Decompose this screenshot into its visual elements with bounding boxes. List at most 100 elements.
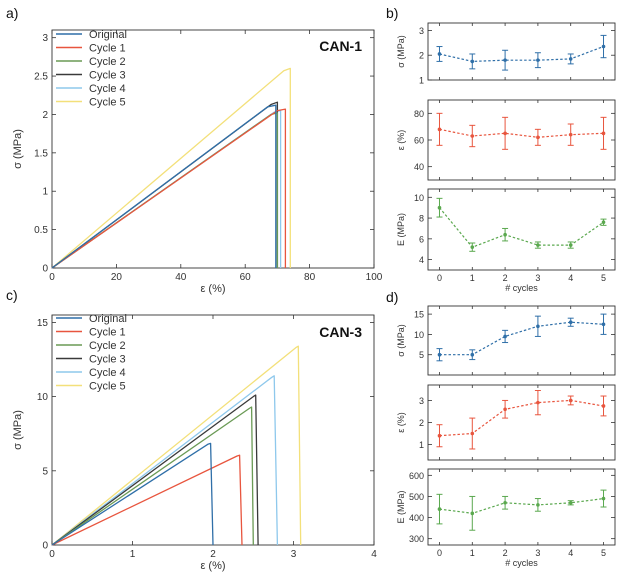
series-line-original [51, 442, 214, 546]
data-point [503, 232, 507, 237]
y-tick-label: 80 [414, 109, 424, 119]
data-point [568, 132, 573, 137]
y-tick-label: 2 [42, 110, 48, 121]
y-tick-label: 6 [419, 234, 424, 244]
y-tick-label: 1 [42, 187, 48, 198]
plot-frame [427, 188, 616, 271]
series-line-cycle-1 [51, 108, 287, 269]
y-tick-label: 5 [419, 350, 424, 360]
series-line-cycle-2 [51, 406, 254, 546]
trend-line [439, 498, 604, 514]
data-point [601, 322, 606, 327]
x-tick-label: 100 [366, 272, 383, 283]
series-line-cycle-5 [51, 345, 302, 546]
panel-d-strain-vs-cycles: 1 2 3 ε (%) [396, 384, 616, 461]
y-axis-label: σ (MPa) [12, 410, 24, 450]
x-tick-label: 2 [503, 548, 508, 558]
x-tick-label: 3 [535, 548, 540, 558]
y-tick-label: 1 [419, 76, 424, 86]
y-tick-label: 1.5 [34, 148, 48, 159]
data-point [601, 220, 606, 225]
panel-b-modulus-vs-cycles: 4 6 8 10 0 1 2 3 4 5 # cycles E (MPa) [396, 188, 616, 293]
panel-d-stress-vs-cycles: 5 10 15 σ (MPa) d) [386, 289, 616, 376]
plot-frame [427, 305, 616, 376]
data-point [470, 431, 475, 436]
series-line-cycle-4 [51, 375, 279, 546]
data-point [437, 433, 442, 438]
x-tick-label: 0 [437, 548, 442, 558]
y-tick-label: 2 [419, 418, 424, 428]
x-tick-label: 80 [304, 272, 316, 283]
y-tick-label: 3 [419, 396, 424, 406]
data-point [601, 44, 606, 49]
y-axis-label: σ (MPa) [396, 324, 406, 357]
data-point [437, 127, 442, 132]
x-tick-label: 2 [210, 549, 216, 560]
x-tick-label: 0 [49, 549, 55, 560]
plot-frame [427, 384, 616, 461]
y-tick-label: 5 [42, 466, 48, 477]
data-point [601, 496, 606, 501]
y-tick-label: 10 [37, 392, 49, 403]
panel-b-strain-vs-cycles: 40 60 80 ε (%) [396, 99, 616, 181]
x-tick-label: 0 [437, 273, 442, 283]
y-tick-label: 15 [414, 310, 424, 320]
x-tick-label: 3 [291, 549, 297, 560]
x-tick-label: 4 [568, 273, 573, 283]
panel-label: a) [6, 5, 18, 21]
trend-line [439, 399, 604, 437]
y-tick-label: 300 [409, 534, 424, 544]
x-tick-label: 2 [503, 273, 508, 283]
x-axis-label: ε (%) [200, 560, 225, 572]
y-tick-label: 10 [414, 330, 424, 340]
data-point [536, 503, 540, 507]
data-point [536, 324, 540, 329]
data-point [470, 59, 475, 64]
legend-entry: Cycle 3 [89, 354, 126, 366]
series-line-cycle-3 [51, 394, 259, 546]
legend-entry: Cycle 4 [89, 83, 126, 95]
y-axis-label: σ (MPa) [12, 129, 24, 169]
data-point [470, 134, 475, 138]
legend-entry: Cycle 5 [89, 381, 126, 393]
data-point [437, 352, 442, 357]
plot-frame [427, 99, 616, 181]
data-point [601, 131, 606, 136]
x-axis-label: # cycles [505, 558, 538, 568]
data-point [536, 400, 540, 405]
legend-entry: Cycle 4 [89, 367, 126, 379]
panel-label: c) [6, 287, 18, 303]
trend-line [439, 207, 604, 248]
x-tick-label: 4 [371, 549, 377, 560]
y-tick-label: 40 [414, 162, 424, 172]
y-tick-label: 0 [42, 264, 48, 275]
legend-entry: Original [89, 313, 127, 325]
data-point [470, 245, 475, 249]
data-point [470, 352, 475, 357]
data-point [568, 57, 573, 61]
data-point [437, 52, 442, 56]
data-point [503, 131, 507, 136]
plot-frame [427, 22, 616, 81]
y-tick-label: 0 [42, 541, 48, 552]
y-tick-label: 3 [42, 33, 48, 44]
plot-frame [51, 29, 375, 269]
trend-line [439, 321, 604, 356]
x-tick-label: 5 [601, 548, 606, 558]
y-axis-label: E (MPa) [396, 213, 406, 246]
x-axis-label: # cycles [505, 283, 538, 293]
series-line-cycle-1 [51, 454, 243, 546]
data-point [470, 511, 475, 516]
data-point [568, 243, 573, 247]
y-tick-label: 1 [419, 440, 424, 450]
data-point [536, 135, 540, 140]
y-axis-label: E (MPa) [396, 490, 406, 523]
y-tick-label: 500 [409, 492, 424, 502]
data-point [437, 507, 442, 511]
data-point [437, 205, 442, 210]
x-tick-label: 20 [111, 272, 123, 283]
y-tick-label: 0.5 [34, 225, 48, 236]
sample-label: CAN-1 [319, 38, 362, 54]
y-tick-label: 2 [419, 51, 424, 61]
